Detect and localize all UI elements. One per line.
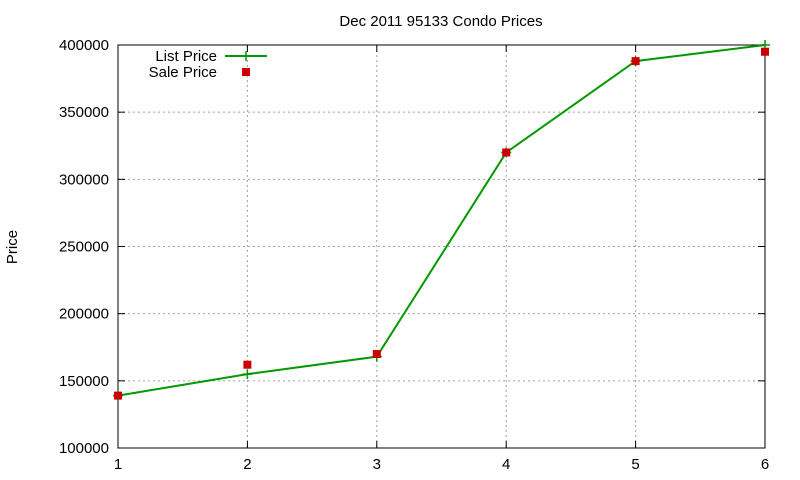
sale-price-point <box>761 47 769 56</box>
series-layer <box>113 40 770 401</box>
grid-lines <box>118 45 765 448</box>
y-tick-label: 100000 <box>59 440 109 457</box>
sale-price-point <box>372 349 381 358</box>
legend-plus-marker <box>241 51 251 61</box>
x-tick-label: 4 <box>502 456 510 473</box>
x-tick-label: 3 <box>373 456 381 473</box>
sale-price-point <box>631 57 640 66</box>
plot-frame <box>117 44 766 449</box>
y-tick-label: 200000 <box>59 306 109 323</box>
sale-price-point <box>114 391 122 400</box>
list-price-point <box>242 369 253 380</box>
sale-price-point <box>502 148 511 157</box>
axis-ticks: 100000 150000 200000 250000 300000 350000 4000… <box>59 37 769 473</box>
list-price-line <box>117 44 766 397</box>
y-tick-label: 300000 <box>59 171 109 188</box>
legend-label: List Price <box>155 48 217 65</box>
x-tick-label: 6 <box>761 456 769 473</box>
y-tick-label: 400000 <box>59 37 109 54</box>
x-tick-label: 5 <box>631 456 639 473</box>
y-tick-label: 250000 <box>59 239 109 256</box>
x-tick-label: 2 <box>243 456 251 473</box>
y-tick-label: 350000 <box>59 104 109 121</box>
sale-price-point <box>243 360 252 369</box>
y-tick-label: 150000 <box>59 373 109 390</box>
legend-label: Sale Price <box>149 64 217 81</box>
chart-title: Dec 2011 95133 Condo Prices <box>339 13 542 30</box>
legend-square-marker <box>242 68 250 76</box>
x-tick-label: 1 <box>114 456 122 473</box>
y-axis-label: Price <box>4 230 21 264</box>
